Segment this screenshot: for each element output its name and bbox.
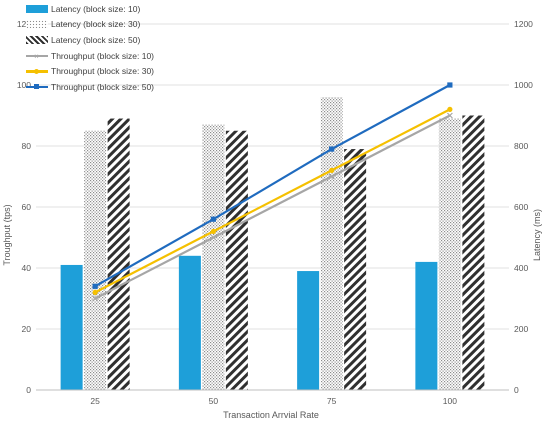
point-marker	[329, 167, 335, 173]
y-right-tick-label: 0	[514, 385, 519, 395]
legend-item-latency-30: Latency (block size: 30)	[26, 17, 154, 33]
legend-item-throughput-50: Throughput (block size: 50)	[26, 79, 154, 95]
bar-diagonal	[344, 149, 367, 390]
legend-item-latency-10: Latency (block size: 10)	[26, 1, 154, 17]
legend-swatch-solid	[26, 4, 48, 13]
y-left-tick-label: 0	[26, 385, 31, 395]
legend-label: Latency (block size: 30)	[51, 19, 141, 30]
point-marker	[447, 82, 453, 88]
y-left-tick-label: 20	[22, 324, 32, 334]
point-marker	[92, 283, 98, 289]
point-marker	[92, 295, 99, 302]
point-marker	[447, 106, 453, 112]
y-right-tick-label: 1000	[514, 80, 533, 90]
y-axis-right-title: Latency (ms)	[532, 209, 542, 261]
point-marker	[446, 112, 453, 119]
legend-swatch-line-yellow	[26, 67, 48, 75]
bar-solid	[60, 264, 83, 390]
bar-solid	[178, 255, 201, 390]
marker-stroke	[210, 234, 217, 241]
bar-diagonal	[107, 118, 130, 391]
marker-stroke	[328, 173, 335, 180]
y-left-tick-label: 40	[22, 263, 32, 273]
legend-label: Throughput (block size: 50)	[51, 81, 154, 92]
legend-swatch-dots	[26, 20, 48, 29]
point-marker	[210, 234, 217, 241]
bar-solid	[415, 261, 438, 390]
point-marker	[329, 146, 335, 152]
x-tick-label: 50	[209, 396, 219, 406]
legend-label: Throughput (block size: 30)	[51, 66, 154, 77]
bar-dots	[84, 130, 107, 390]
bar-solid	[297, 271, 320, 390]
legend-label: Latency (block size: 50)	[51, 34, 141, 45]
point-marker	[92, 289, 98, 295]
series-line	[94, 114, 451, 300]
legend: Latency (block size: 10) Latency (block …	[26, 1, 154, 95]
bar-diagonal	[225, 130, 248, 390]
x-tick-label: 100	[443, 396, 457, 406]
legend-label: Latency (block size: 10)	[51, 3, 141, 14]
bar-diagonal	[462, 115, 485, 390]
y-right-tick-label: 400	[514, 263, 528, 273]
axes: 0 0 20 200 40 400 60 600 80 800 100 1000 120 1200 25 50…	[17, 19, 533, 406]
bars	[60, 97, 485, 391]
y-left-tick-label: 80	[22, 141, 32, 151]
x-tick-label: 75	[327, 396, 337, 406]
bar-dots	[438, 118, 461, 391]
bar-dots	[320, 97, 343, 390]
bar-dots	[202, 124, 225, 391]
legend-item-throughput-30: Throughput (block size: 30)	[26, 63, 154, 79]
point-marker	[328, 173, 335, 180]
legend-swatch-line-gray: ×	[26, 52, 48, 60]
y-right-tick-label: 1200	[514, 19, 533, 29]
y-right-tick-label: 800	[514, 141, 528, 151]
legend-item-latency-50: Latency (block size: 50)	[26, 32, 154, 48]
x-tick-label: 25	[90, 396, 100, 406]
series-line	[94, 108, 451, 294]
point-marker	[210, 228, 216, 234]
marker-stroke	[446, 112, 453, 119]
legend-swatch-line-blue	[26, 83, 48, 91]
y-left-tick-label: 100	[17, 80, 31, 90]
legend-label: Throughput (block size: 10)	[51, 50, 154, 61]
x-axis-title: Transaction Arrvial Rate	[223, 410, 319, 420]
point-marker	[210, 216, 216, 222]
series-line	[94, 84, 451, 288]
marker-stroke	[92, 295, 99, 302]
y-right-tick-label: 200	[514, 324, 528, 334]
legend-swatch-diagonal	[26, 35, 48, 44]
y-left-tick-label: 60	[22, 202, 32, 212]
throughput-lines	[92, 82, 453, 302]
y-axis-left-title: Troughput (tps)	[2, 204, 12, 265]
legend-item-throughput-10: × Throughput (block size: 10)	[26, 48, 154, 64]
y-right-tick-label: 600	[514, 202, 528, 212]
y-left-tick-label: 120	[17, 19, 31, 29]
